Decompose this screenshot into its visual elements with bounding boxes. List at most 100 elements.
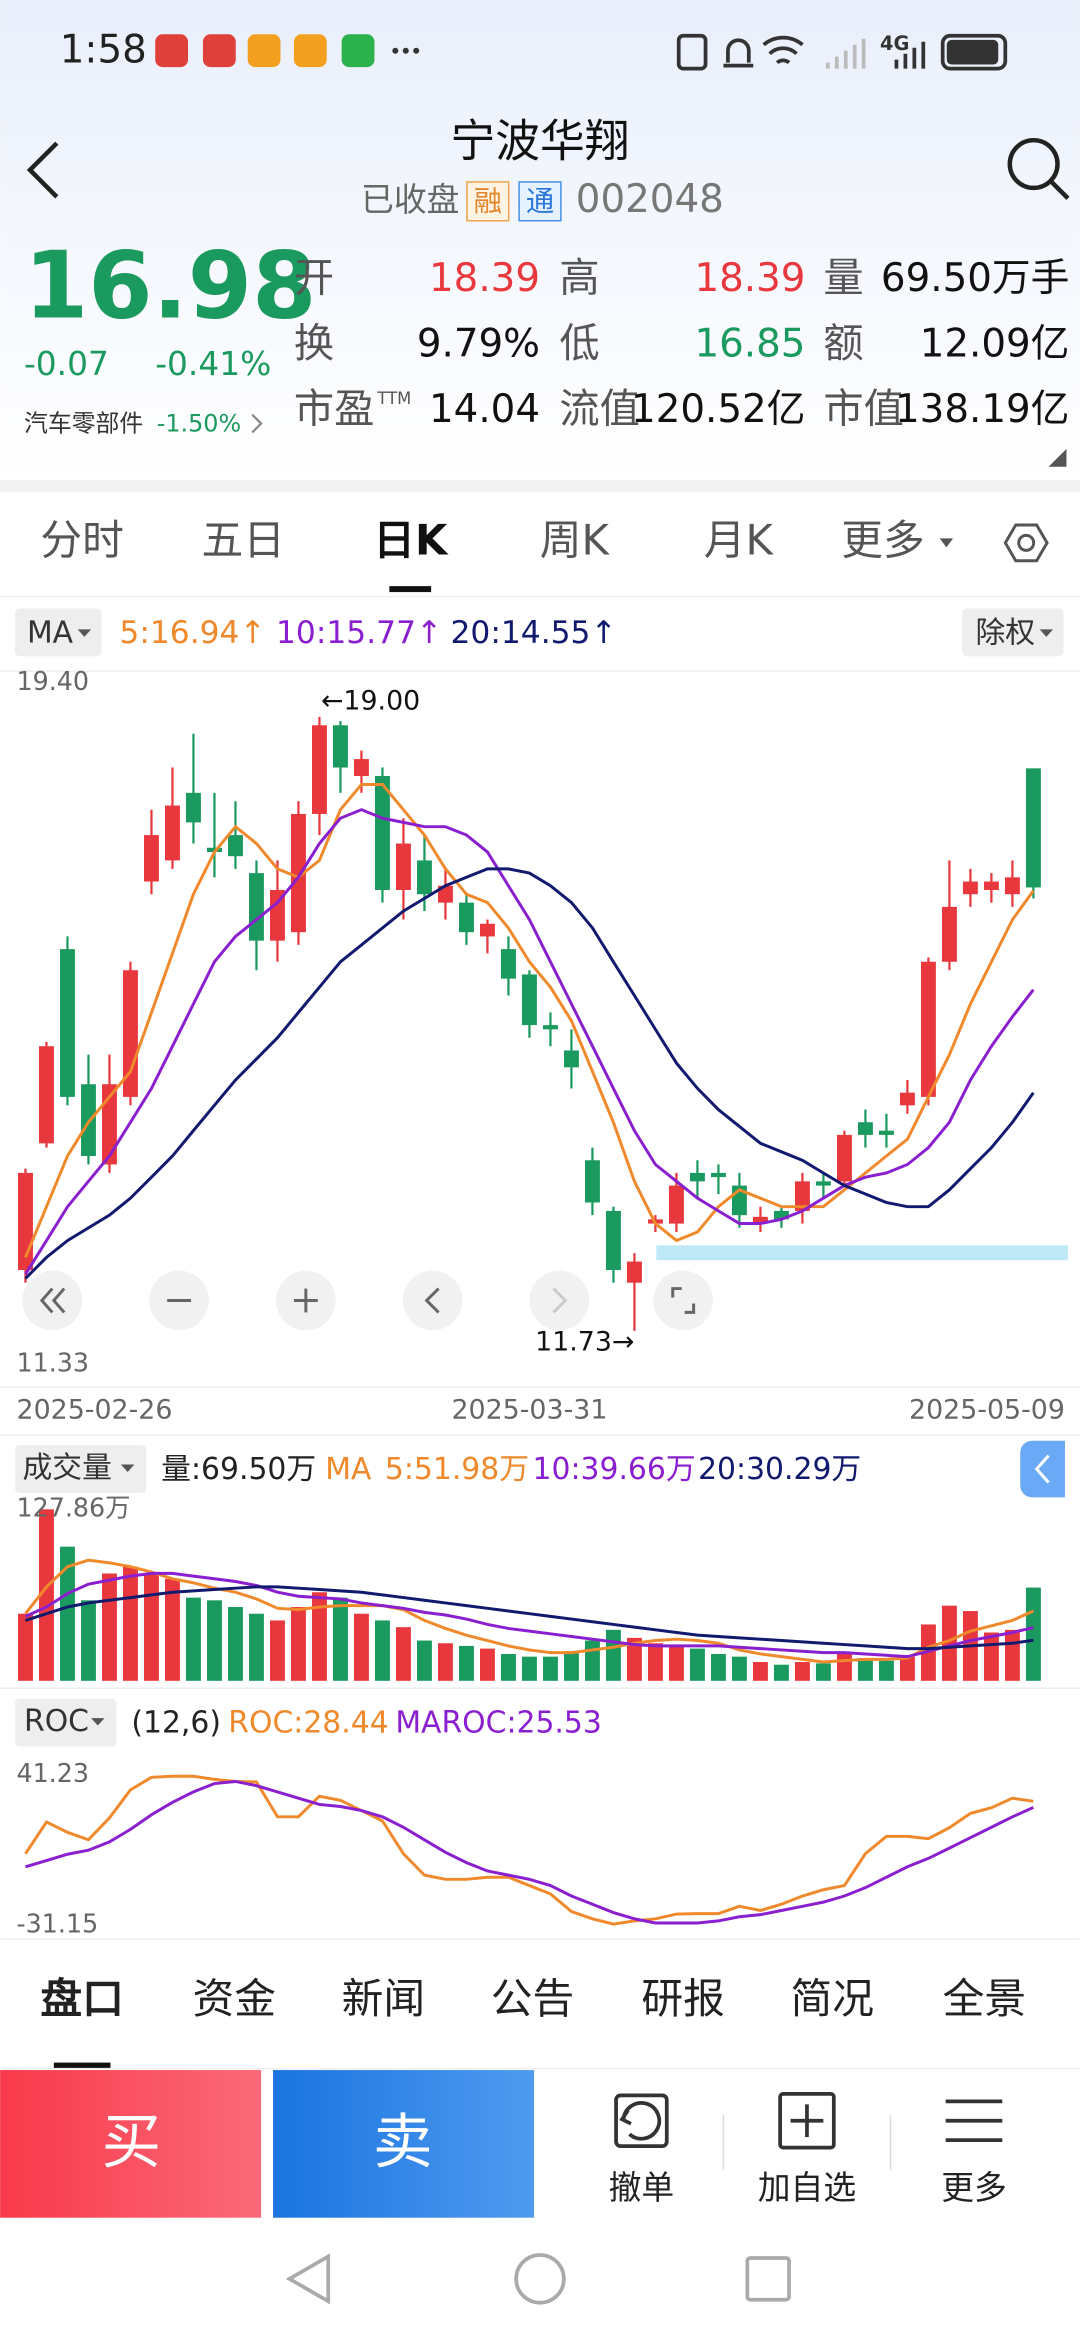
- period-tab[interactable]: 月K: [704, 515, 775, 564]
- badge-box: [518, 181, 562, 222]
- volume-bar: [521, 1656, 537, 1681]
- volume-bar: [207, 1600, 222, 1681]
- roc-params: (12,6): [131, 1706, 221, 1741]
- volume-bar: [815, 1663, 831, 1681]
- stat-label: 市盈: [294, 387, 375, 433]
- candle-body: [878, 1130, 894, 1135]
- dropdown-arrow: [120, 1464, 135, 1473]
- scroll-right[interactable]: [529, 1270, 590, 1331]
- candle-body: [186, 792, 201, 823]
- candle-body: [311, 725, 327, 814]
- volume-bar: [731, 1656, 747, 1681]
- volume-select[interactable]: [15, 1445, 147, 1493]
- stat-value: 18.39: [694, 256, 805, 301]
- bottom-tab[interactable]: 简况: [791, 1974, 875, 2023]
- stat-label: 量: [823, 255, 863, 301]
- high-annotation: ←19.00: [321, 685, 420, 716]
- stat-value: 120.52亿: [631, 387, 805, 432]
- period-tab[interactable]: 周K: [540, 515, 611, 564]
- expand-corner[interactable]: [1048, 448, 1067, 467]
- volume-bar: [773, 1664, 789, 1681]
- series-line: [24, 782, 1035, 1258]
- stat-value: 69.50万手: [881, 256, 1070, 301]
- tool-label[interactable]: 撤单: [609, 2169, 675, 2207]
- sector-name[interactable]: 汽车零部件: [24, 410, 143, 438]
- header-bg: [0, 0, 1080, 481]
- volume-bar: [186, 1597, 201, 1681]
- series-line: [24, 1571, 1034, 1659]
- candle-body: [815, 1181, 831, 1186]
- stock-name: 宁波华翔: [451, 115, 630, 168]
- bottom-tab[interactable]: 新闻: [342, 1974, 425, 2023]
- volume-bar: [626, 1637, 642, 1681]
- candle-body: [668, 1185, 684, 1224]
- settings-icon[interactable]: [1003, 523, 1049, 563]
- scroll-left[interactable]: [402, 1270, 463, 1331]
- candle-body: [689, 1172, 705, 1182]
- bottom-tab[interactable]: 公告: [491, 1974, 575, 2023]
- tool-label[interactable]: 更多: [941, 2169, 1007, 2207]
- period-tab[interactable]: 日K: [373, 515, 449, 564]
- legend-entry: 10:39.66万: [533, 1452, 696, 1487]
- period-tab[interactable]: 五日: [201, 515, 285, 564]
- nav-back[interactable]: [285, 2253, 331, 2305]
- bottom-tab[interactable]: 全景: [943, 1974, 1026, 2023]
- volume-bar: [458, 1645, 474, 1681]
- adjust-select[interactable]: [962, 608, 1064, 657]
- roc-select[interactable]: [15, 1698, 117, 1747]
- bottom-tab[interactable]: 盘口: [40, 1974, 123, 2023]
- volume-summary: 量:69.50万: [161, 1452, 316, 1487]
- nav-recents[interactable]: [745, 2256, 791, 2302]
- x-tick-label: 2025-02-26: [17, 1394, 173, 1425]
- volume-bar: [794, 1662, 810, 1681]
- volume-bar: [479, 1648, 495, 1681]
- volume-bar: [857, 1657, 873, 1681]
- candle-body: [458, 902, 474, 933]
- candle-body: [416, 860, 432, 895]
- volume-bar: [941, 1605, 957, 1681]
- indicator-select[interactable]: [15, 608, 102, 657]
- buy-button[interactable]: [0, 2070, 262, 2218]
- fullscreen[interactable]: [653, 1270, 714, 1331]
- chart-controls: [22, 1270, 714, 1331]
- y-tick-label: -31.15: [17, 1908, 99, 1938]
- candle-body: [60, 949, 75, 1097]
- bottom-tab[interactable]: 研报: [641, 1974, 725, 2023]
- candle-body: [752, 1216, 768, 1224]
- candle-body: [605, 1210, 621, 1271]
- volume-bar: [752, 1662, 768, 1681]
- nav-home[interactable]: [514, 2253, 566, 2305]
- low-annotation: 11.73→: [535, 1326, 634, 1357]
- volume-bar: [269, 1620, 285, 1681]
- bottom-tab[interactable]: 资金: [193, 1974, 277, 2023]
- period-tab[interactable]: 更多: [841, 515, 925, 564]
- legend-entry: 10:15.77↑: [276, 615, 442, 651]
- market-status: 已收盘: [361, 181, 459, 219]
- tool-icons: [614, 2092, 1003, 2150]
- dropdown-arrow: [939, 538, 954, 548]
- x-tick-label: 2025-03-31: [451, 1394, 607, 1425]
- support-band: [656, 1245, 1068, 1261]
- candle-body: [710, 1172, 726, 1178]
- side-panel-toggle[interactable]: [1020, 1440, 1065, 1498]
- volume-ma-label: MA: [325, 1452, 372, 1487]
- candle-body: [269, 889, 285, 941]
- series-line: [24, 1774, 1034, 1926]
- candle-body: [374, 775, 390, 890]
- buy-label: 买: [102, 2109, 162, 2178]
- back-button[interactable]: [26, 141, 59, 199]
- tool-label[interactable]: 加自选: [758, 2169, 856, 2207]
- volume-bar: [165, 1578, 180, 1681]
- status-system-icons: [676, 33, 1008, 71]
- volume-bar: [710, 1653, 726, 1681]
- candle-body: [941, 906, 957, 962]
- legend-entry: 20:30.29万: [698, 1452, 861, 1487]
- sell-button[interactable]: [273, 2070, 535, 2218]
- period-tab[interactable]: 分时: [40, 515, 123, 564]
- volume-bar: [437, 1643, 453, 1681]
- candle-body: [857, 1122, 873, 1135]
- candle-body: [39, 1046, 54, 1144]
- search-button[interactable]: [1007, 137, 1070, 200]
